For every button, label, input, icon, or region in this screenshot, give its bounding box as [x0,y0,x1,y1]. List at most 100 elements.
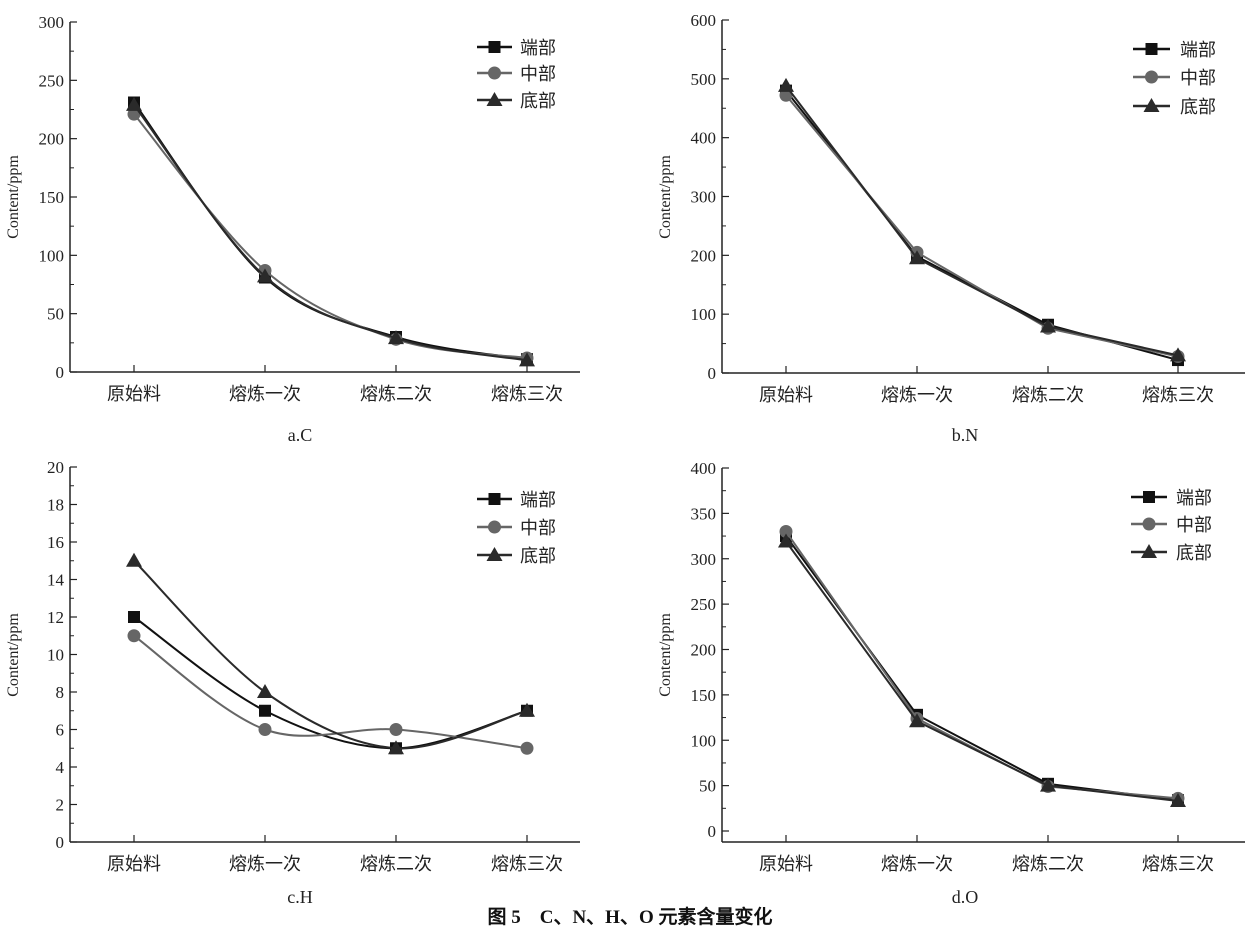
x-tick-label: 熔炼二次 [360,384,432,404]
y-axis-label: Content/ppm [5,155,22,239]
y-tick-label: 8 [56,683,65,702]
y-tick-label: 200 [691,246,717,265]
legend-marker-circle [488,520,501,534]
panel-subtitle: a.C [288,425,313,445]
y-tick-label: 250 [691,595,717,614]
series-line [785,535,1179,802]
legend-label: 端部 [520,490,556,510]
data-point-triangle [388,330,404,345]
legend-marker-triangle [1141,544,1157,558]
legend-marker-triangle [1143,98,1160,112]
series-line [133,560,528,750]
series-square [128,96,533,366]
legend-marker-triangle [486,92,503,106]
data-point-triangle [257,684,273,698]
legend-label: 中部 [520,518,556,538]
y-tick-label: 150 [39,188,65,207]
data-point-triangle [257,268,273,283]
y-tick-label: 4 [56,758,65,777]
legend-label: 端部 [520,38,556,58]
legend-label: 端部 [1180,40,1216,60]
legend-label: 底部 [520,91,556,111]
data-point-square [259,704,271,717]
legend-label: 底部 [1180,97,1216,117]
series-line [785,85,1179,357]
y-tick-label: 0 [56,363,65,382]
panel-subtitle: c.H [287,887,313,907]
y-tick-label: 600 [691,11,717,30]
legend-label: 中部 [520,64,556,84]
series-circle [779,88,1185,364]
y-tick-label: 14 [47,571,65,590]
chart-panel-c-h: 0 2 4 6 8 10 12 14 16 18 20 原始料 熔炼一次 熔炼二次 熔炼三次 Content/… [5,458,580,907]
data-point-triangle [126,552,142,567]
legend-marker-triangle [486,547,503,561]
legend-marker-circle [1142,517,1156,531]
y-tick-label: 0 [708,364,717,383]
legend-marker-square [488,493,501,505]
y-axis-label: Content/ppm [657,613,674,697]
x-tick-label: 熔炼三次 [1142,854,1214,874]
y-tick-label: 100 [691,305,717,324]
x-tick-label: 原始料 [107,854,161,874]
series-line [133,634,528,750]
y-tick-label: 0 [708,822,717,841]
panel-subtitle: d.O [952,887,979,907]
data-point-triangle [1170,793,1186,808]
x-tick-label: 熔炼一次 [229,384,301,404]
x-tick-label: 原始料 [759,385,813,405]
data-point-triangle [1040,318,1056,333]
data-point-triangle [519,352,535,367]
y-tick-label: 18 [47,496,64,515]
data-point-circle [389,723,403,736]
series-line [133,101,528,361]
y-tick-label: 100 [39,246,65,265]
y-tick-label: 12 [47,608,64,627]
series-line [785,530,1179,800]
series-circle [779,525,1185,805]
data-point-triangle [778,77,794,92]
legend-label: 端部 [1176,488,1212,508]
x-tick-label: 原始料 [107,384,161,404]
x-tick-label: 熔炼三次 [491,384,563,404]
chart-panel-a-c: 0 50 100 150 200 250 300 原始料 熔炼一次 熔炼二次 熔炼三次 Content… [5,13,580,445]
y-tick-label: 100 [691,731,717,750]
data-point-circle [779,88,793,102]
x-tick-label: 熔炼一次 [881,385,953,405]
series-line [785,89,1179,362]
legend-label: 中部 [1180,68,1216,88]
data-point-circle [779,525,793,539]
series-square [780,530,1184,807]
data-point-triangle [909,713,925,728]
y-tick-label: 50 [47,305,64,324]
y-axis-label: Content/ppm [657,155,674,239]
y-axis-label: Content/ppm [5,613,22,697]
series-circle [127,107,534,365]
x-tick-label: 熔炼三次 [1142,385,1214,405]
y-tick-label: 16 [47,533,64,552]
y-tick-label: 6 [56,721,65,740]
series-triangle [126,552,535,755]
y-tick-label: 500 [691,70,717,89]
panel-subtitle: b.N [952,425,979,445]
data-point-triangle [519,702,535,717]
series-triangle [778,533,1186,808]
data-point-circle [258,723,272,736]
y-tick-label: 250 [39,71,65,90]
series-line [133,616,528,750]
legend-label: 中部 [1176,515,1212,535]
series-triangle [126,96,535,367]
data-point-triangle [909,250,925,265]
x-tick-label: 原始料 [759,854,813,874]
data-point-triangle [1040,777,1056,792]
x-tick-label: 熔炼一次 [881,854,953,874]
legend-marker-square [1143,491,1155,503]
y-tick-label: 200 [691,641,717,660]
data-point-triangle [126,96,142,111]
y-tick-label: 300 [39,13,65,32]
data-point-triangle [388,740,404,755]
y-tick-label: 300 [691,188,717,207]
y-tick-label: 400 [691,459,717,478]
chart-panel-b-n: 0 100 200 300 400 500 600 原始料 熔炼一次 熔炼二次 熔炼三次 Conten… [657,11,1245,445]
chart-panel-d-o: 0 50 100 150 200 250 300 350 400 原始料 熔炼一次 熔炼二次 熔炼三次 C… [657,459,1245,907]
